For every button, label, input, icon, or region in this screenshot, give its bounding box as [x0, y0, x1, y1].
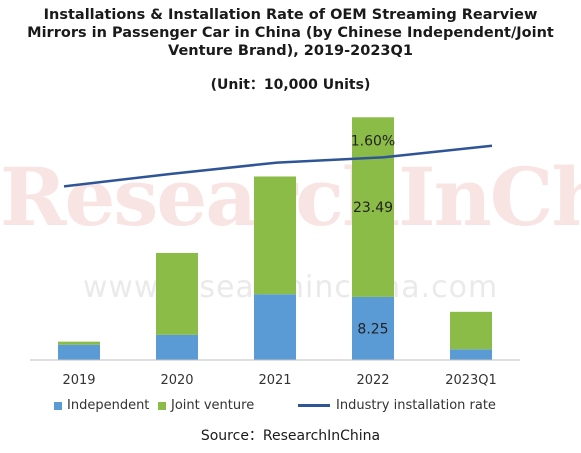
legend-label-independent: Independent	[67, 398, 150, 413]
bar-joint-venture-2019	[58, 341, 100, 345]
bar-independent-2019	[58, 344, 100, 360]
bar-independent-2023q1	[450, 349, 492, 360]
data-labels: 23.49 8.25 1.60%	[351, 133, 395, 337]
legend-label-joint-venture: Joint venture	[171, 398, 255, 413]
chart-title-line-2: Mirrors in Passenger Car in China (by Ch…	[27, 25, 554, 41]
x-tick-labels: 2019 2020 2021 2022 2023Q1	[62, 373, 496, 388]
data-label-industry-installation-rate-2022: 1.60%	[351, 133, 395, 149]
x-tick-label-2019: 2019	[62, 373, 95, 388]
legend-label-rate: Industry installation rate	[336, 398, 496, 413]
chart-plot: 2019 2020 2021 2022 2023Q1 23.49 8.25 1.60%	[30, 117, 520, 388]
data-label-joint-venture-2022: 23.49	[353, 200, 393, 216]
data-label-independent-2022: 8.25	[357, 321, 388, 337]
source-note: Source：ResearchInChina	[200, 428, 381, 444]
chart-unit: (Unit：10,000 Units)	[210, 77, 371, 93]
bar-independent-2021	[254, 294, 296, 360]
bar-independent-2020	[156, 334, 198, 360]
legend-item-independent: Independent	[54, 398, 149, 413]
legend-swatch-joint-venture	[158, 401, 166, 410]
bar-joint-venture-2022	[352, 117, 394, 297]
bar-joint-venture-2023q1	[450, 311, 492, 350]
x-tick-label-2022: 2022	[356, 373, 389, 388]
x-tick-label-2021: 2021	[258, 373, 291, 388]
chart-title-line-1: Installations & Installation Rate of OEM…	[43, 7, 538, 23]
chart-title-line-3: Venture Brand), 2019-2023Q1	[168, 43, 413, 59]
bar-layer	[58, 117, 492, 360]
chart-title: Installations & Installation Rate of OEM…	[0, 6, 581, 60]
legend-item-rate: Industry installation rate	[298, 398, 496, 413]
bar-joint-venture-2020	[156, 252, 198, 335]
x-tick-label-2020: 2020	[160, 373, 193, 388]
rate-line	[63, 144, 493, 188]
bar-joint-venture-2021	[254, 176, 296, 295]
legend-swatch-rate	[298, 404, 330, 407]
legend-swatch-independent	[54, 401, 62, 410]
legend-item-joint-venture: Joint venture	[158, 398, 254, 413]
x-tick-label-2023q1: 2023Q1	[445, 373, 497, 388]
bar-independent-2022	[352, 296, 394, 360]
